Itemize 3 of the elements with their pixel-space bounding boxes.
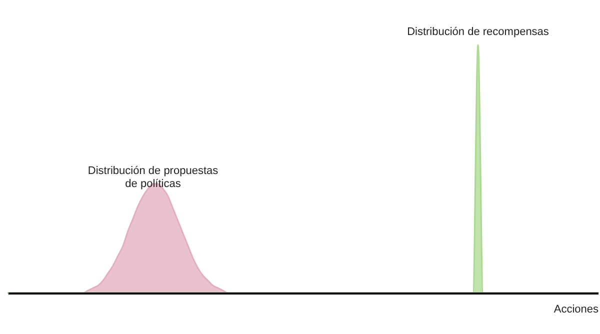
series-label: Distribución de propuestas de políticas <box>88 164 219 190</box>
x-axis-title: Acciones <box>554 304 599 316</box>
series-label: Distribución de recompensas <box>407 26 550 38</box>
